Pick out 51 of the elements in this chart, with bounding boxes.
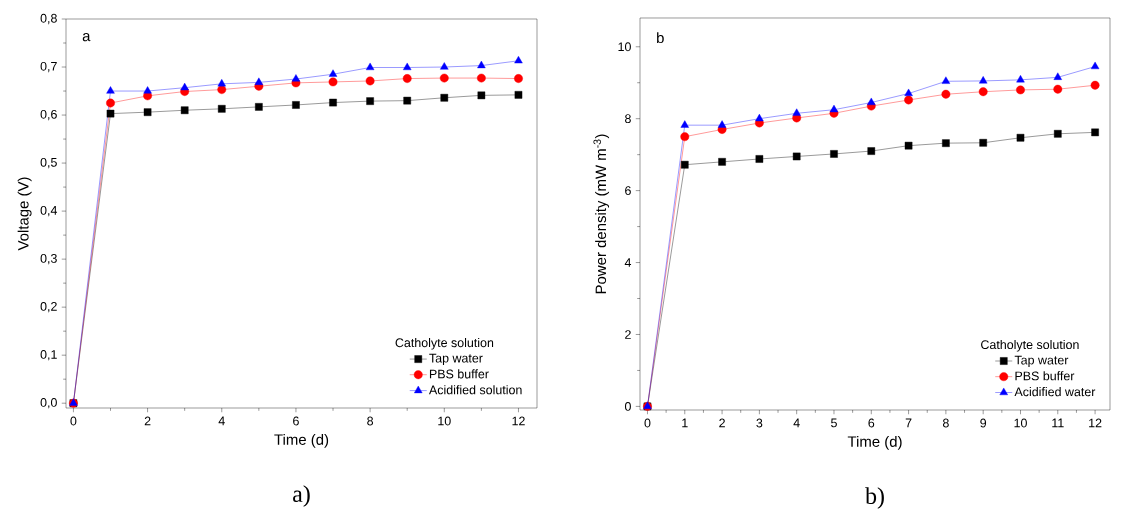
y-tick-label: 4 <box>624 258 632 267</box>
x-tick-label: 4 <box>793 418 800 428</box>
x-tick-label: 5 <box>831 418 837 428</box>
x-tick-label: 2 <box>144 416 151 426</box>
x-tick-label: 0 <box>644 418 651 428</box>
x-tick-label: 6 <box>293 416 299 426</box>
legend-label: Acidified solution <box>428 385 522 395</box>
y-tick-label: 8 <box>625 114 631 124</box>
x-tick-label: 0 <box>70 416 77 426</box>
legend-label: PBS buffer <box>429 369 489 379</box>
legend-title: Catholyte solution <box>395 337 494 350</box>
annotation: a <box>82 33 91 42</box>
y-tick-label: 0,8 <box>40 13 57 25</box>
x-tick-label: 8 <box>942 418 949 428</box>
y-tick-label: 2 <box>625 330 631 339</box>
annotation: b <box>657 32 664 44</box>
x-tick-label: 8 <box>367 416 374 426</box>
legend-label: Tap water <box>1014 355 1069 367</box>
x-tick-label: 3 <box>756 418 763 428</box>
y-tick-label: 0,5 <box>40 157 57 169</box>
y-tick-label: 0,4 <box>40 205 58 217</box>
x-tick-label: 9 <box>980 418 987 428</box>
x-tick-label: 4 <box>218 416 225 426</box>
x-tick-label: 2 <box>719 418 725 428</box>
y-tick-label: 0,7 <box>40 61 57 73</box>
y-tick-label: 0,0 <box>40 398 57 409</box>
y-axis-title: Voltage (V) <box>17 177 32 251</box>
x-axis-title: Time (d) <box>847 435 902 450</box>
y-tick-label: 0,3 <box>40 253 57 265</box>
x-tick-label: 10 <box>1014 418 1027 428</box>
x-tick-label: 10 <box>438 416 451 426</box>
x-tick-label: 6 <box>868 418 875 428</box>
y-tick-label: 0 <box>624 402 631 411</box>
x-tick-label: 11 <box>1052 418 1064 428</box>
x-tick-label: 12 <box>512 416 525 426</box>
legend-label: PBS buffer <box>1015 371 1075 381</box>
x-axis-title: Time (d) <box>274 433 329 448</box>
x-tick-label: 7 <box>905 418 912 428</box>
legend-label: Acidified water <box>1014 387 1096 397</box>
x-tick-label: 12 <box>1089 418 1102 428</box>
y-tick-label: 0,6 <box>40 109 57 121</box>
text: b) <box>865 487 884 509</box>
x-tick-label: 1 <box>682 418 688 428</box>
y-tick-label: 0,1 <box>40 350 57 361</box>
y-axis-title: Power density (mW m$^{-3}$) <box>593 134 610 294</box>
y-tick-label: 10 <box>618 42 631 52</box>
y-tick-label: 0,2 <box>40 302 57 313</box>
legend-title: Catholyte solution <box>981 339 1079 352</box>
legend-label: Tap water <box>429 353 483 365</box>
y-tick-label: 6 <box>625 186 631 196</box>
text: a) <box>293 485 310 507</box>
